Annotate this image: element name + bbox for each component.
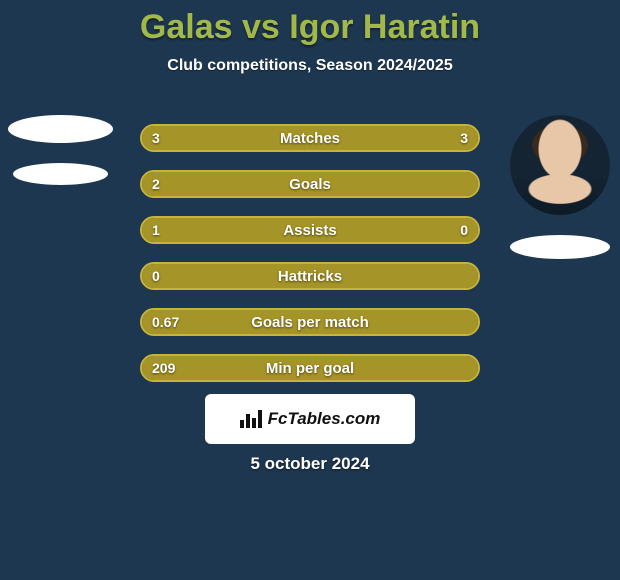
bar-fill-left <box>142 126 310 150</box>
bar-row: Matches33 <box>140 124 480 152</box>
right-player-avatar <box>510 115 610 215</box>
bar-row: Hattricks0 <box>140 262 480 290</box>
bar-fill-right <box>407 218 478 242</box>
fctables-badge: FcTables.com <box>205 394 415 444</box>
bar-row: Min per goal209 <box>140 354 480 382</box>
bar-fill-left <box>142 310 478 334</box>
badge-text: FcTables.com <box>268 409 381 429</box>
bar-row: Goals2 <box>140 170 480 198</box>
left-oval-0 <box>8 115 113 143</box>
left-oval-1 <box>13 163 108 185</box>
bar-fill-left <box>142 356 478 380</box>
bar-chart-icon <box>240 410 262 428</box>
subtitle: Club competitions, Season 2024/2025 <box>0 57 620 75</box>
bar-row: Goals per match0.67 <box>140 308 480 336</box>
bar-fill-left <box>142 264 478 288</box>
bar-fill-left <box>142 172 478 196</box>
bar-fill-left <box>142 218 407 242</box>
date-label: 5 october 2024 <box>0 454 620 474</box>
left-player-column <box>5 115 115 185</box>
right-oval-0 <box>510 235 610 259</box>
page-title: Galas vs Igor Haratin <box>0 0 620 47</box>
comparison-bars: Matches33 Goals2 Assists10 Hattricks0 Goals … <box>140 124 480 382</box>
bar-fill-right <box>310 126 478 150</box>
bar-row: Assists10 <box>140 216 480 244</box>
right-player-column <box>505 115 615 259</box>
